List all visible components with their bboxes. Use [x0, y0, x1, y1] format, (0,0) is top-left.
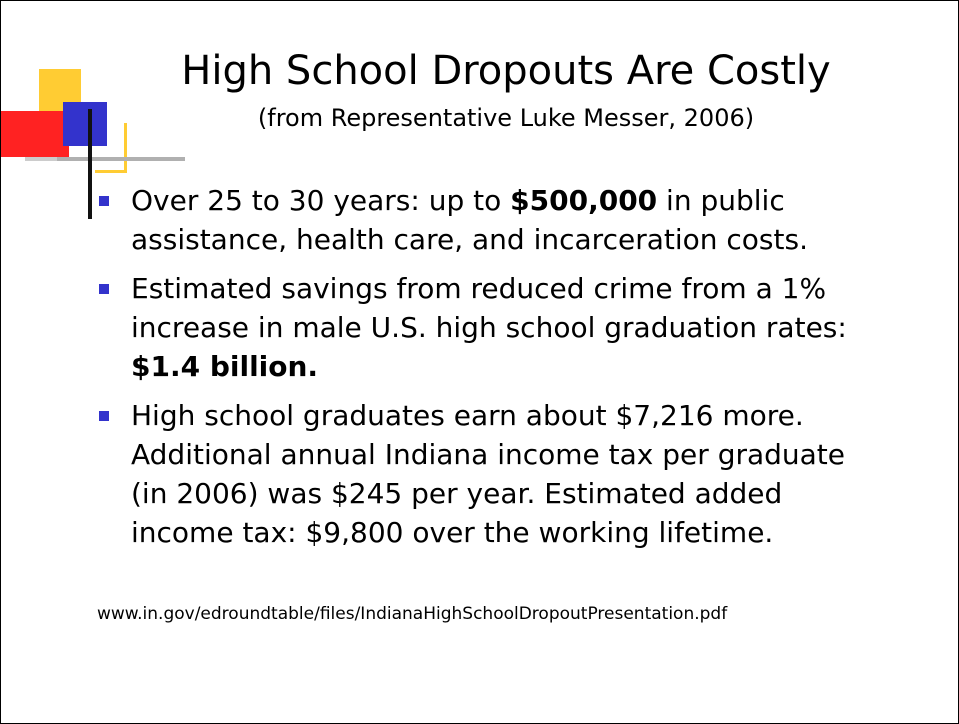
bullet-line: assistance, health care, and incarcerati…	[131, 223, 808, 256]
bullet-highlight: $1.4 billion.	[131, 350, 319, 383]
red-square-decoration	[1, 111, 69, 157]
black-line-decoration	[88, 109, 92, 219]
slide-title: High School Dropouts Are Costly	[181, 48, 831, 94]
bullet-line: Over 25 to 30 years: up to $500,000 in p…	[131, 181, 937, 220]
bullet-line: Additional annual Indiana income tax per…	[131, 438, 846, 471]
bullet-line: Estimated savings from reduced crime fro…	[131, 272, 827, 305]
bullet-list: Over 25 to 30 years: up to $500,000 in p…	[97, 181, 937, 562]
blue-square-decoration	[63, 102, 107, 146]
bullet-highlight: $500,000	[510, 184, 658, 217]
bullet-item-income-tax: High school graduates earn about $7,216 …	[97, 396, 937, 552]
bullet-square-icon	[99, 284, 109, 294]
gray-line-decoration	[57, 157, 185, 161]
slide-subtitle: (from Representative Luke Messer, 2006)	[257, 104, 755, 132]
bullet-line: income tax: $9,800 over the working life…	[131, 516, 774, 549]
bullet-line: increase in male U.S. high school gradua…	[131, 311, 847, 344]
bullet-line: High school graduates earn about $7,216 …	[131, 399, 804, 432]
bullet-square-icon	[99, 411, 109, 421]
decorative-squares-graphic	[1, 1, 201, 231]
bullet-text: Over 25 to 30 years: up to	[131, 184, 511, 217]
bullet-square-icon	[99, 196, 109, 206]
bullet-line: (in 2006) was $245 per year. Estimated a…	[131, 477, 783, 510]
bullet-item-public-costs: Over 25 to 30 years: up to $500,000 in p…	[97, 181, 937, 259]
bullet-item-crime-savings: Estimated savings from reduced crime fro…	[97, 269, 937, 386]
yellow-frame-decoration	[95, 123, 127, 173]
bullet-text: in public	[657, 184, 785, 217]
source-link[interactable]: www.in.gov/edroundtable/files/IndianaHig…	[97, 604, 728, 624]
gray-line-decoration-left	[25, 157, 59, 161]
